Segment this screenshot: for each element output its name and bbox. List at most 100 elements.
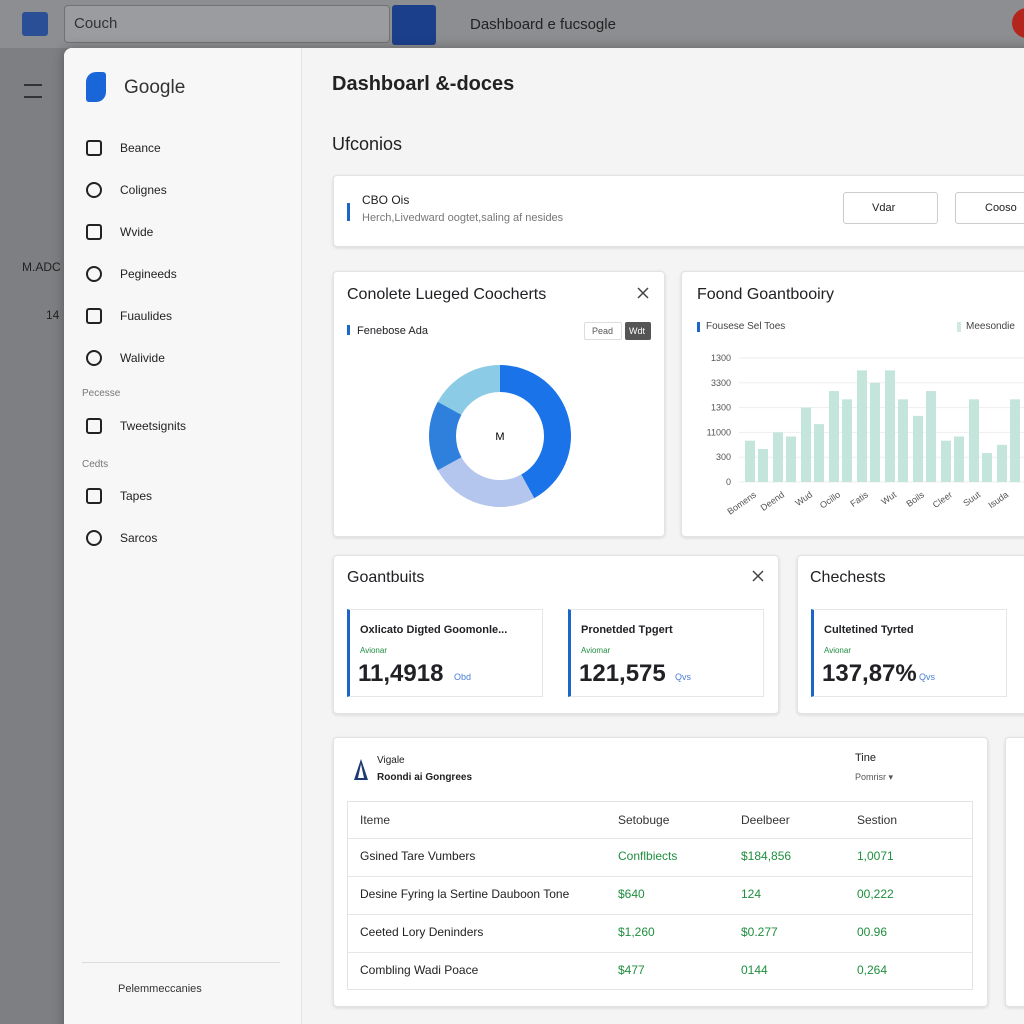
legend-marker [957, 322, 961, 332]
kpi-unit: Obd [454, 672, 471, 682]
y-tick-label: 1300 [711, 353, 731, 363]
bar [773, 432, 783, 482]
nav-icon [86, 224, 102, 240]
page-title: Dashboarl &-doces [332, 73, 514, 96]
brand-logo [86, 72, 106, 102]
row-divider [348, 914, 972, 915]
nav-heading: Cedts [82, 459, 108, 470]
kpi-sub: Aviomar [581, 646, 610, 655]
brand-name: Google [124, 77, 185, 99]
bar [842, 399, 852, 482]
bg-label: 14 [46, 308, 59, 322]
nav-item[interactable]: Walivide [120, 351, 165, 365]
table-cell: 1,0071 [857, 849, 894, 863]
legend-label: Fenebose Ada [357, 325, 428, 337]
kpi-unit: Qvs [919, 672, 935, 682]
card-title: Chechests [810, 569, 886, 587]
kpi-sub: Avionar [360, 646, 387, 655]
y-tick-label: 3300 [711, 378, 731, 388]
filter-title: CBO Ois [362, 193, 409, 207]
y-tick-label: 300 [716, 452, 731, 462]
button-label: Cooso [985, 202, 1017, 214]
table-caption: Vigale [377, 755, 405, 766]
nav-item[interactable]: Fuaulides [120, 309, 172, 323]
table-header: Setobuge [618, 813, 669, 827]
table-icon [352, 758, 370, 782]
donut-chart: M [420, 358, 580, 518]
page-subtitle: Ufconios [332, 134, 402, 155]
filter-description: Herch,Livedward oogtet,saling af nesides [362, 212, 563, 224]
table-cell: 0,264 [857, 963, 887, 977]
table-subtitle: Roondi ai Gongrees [377, 772, 472, 783]
table-header: Deelbeer [741, 813, 790, 827]
bg-label: M.ADC [22, 260, 61, 274]
nav-icon [86, 350, 102, 366]
x-tick-label: Ocillo [818, 489, 842, 510]
table-cell: 00,222 [857, 887, 894, 901]
table-card [1005, 737, 1024, 1007]
donut-segment [500, 365, 571, 498]
x-tick-label: Bomens [725, 489, 758, 516]
nav-icon [86, 182, 102, 198]
x-tick-label: Wut [879, 489, 898, 507]
nav-item[interactable]: Pegineeds [120, 267, 177, 281]
legend-marker [347, 325, 350, 335]
bar [829, 391, 839, 482]
row-divider [348, 952, 972, 953]
bar [870, 383, 880, 482]
close-button[interactable] [636, 286, 650, 300]
bar [814, 424, 824, 482]
table-cell: $184,856 [741, 849, 791, 863]
x-tick-label: Wud [793, 489, 814, 508]
kpi-value: 11,4918 [358, 660, 443, 688]
table-cell: Ceeted Lory Deninders [360, 925, 483, 939]
row-divider [348, 838, 972, 839]
close-button[interactable] [751, 569, 765, 583]
table-cell: $477 [618, 963, 645, 977]
search-button[interactable] [392, 5, 436, 45]
x-tick-label: Boils [904, 489, 926, 509]
y-tick-label: 11000 [707, 427, 731, 437]
kpi-label: Pronetded Tpgert [581, 624, 673, 636]
nav-item[interactable]: Sarcos [120, 531, 157, 545]
kpi-value: 121,575 [579, 660, 666, 688]
bar [941, 441, 951, 482]
nav-icon [86, 140, 102, 156]
bar [982, 453, 992, 482]
kpi-value: 137,87% [822, 660, 917, 688]
menu-icon[interactable] [24, 84, 42, 98]
sidebar-footer[interactable]: Pelemmeccanies [118, 983, 202, 995]
search-text: Couch [74, 15, 117, 32]
legend-label: Fousese Sel Toes [706, 321, 785, 332]
legend-label: Meesondie [966, 321, 1015, 332]
nav-item[interactable]: Tapes [120, 489, 152, 503]
button-label: Vdar [872, 202, 895, 214]
app-icon[interactable] [22, 12, 48, 36]
toggle-label: Pead [592, 326, 613, 336]
card-title: Conolete Lueged Coocherts [347, 286, 546, 304]
x-tick-label: Suut [961, 489, 982, 508]
toggle-label: Wdt [629, 326, 645, 336]
donut-center: M [495, 431, 504, 443]
table-filter[interactable]: Pomrisr ▾ [855, 772, 893, 783]
nav-item[interactable]: Beance [120, 141, 161, 155]
nav-item[interactable]: Wvide [120, 225, 153, 239]
nav-icon [86, 308, 102, 324]
table-cell: 124 [741, 887, 761, 901]
legend-marker [697, 322, 700, 332]
bar [1010, 399, 1020, 482]
table-cell: 0144 [741, 963, 768, 977]
table-cell: $1,260 [618, 925, 655, 939]
x-tick-label: Cleer [931, 489, 954, 510]
bar [786, 437, 796, 482]
nav-item[interactable]: Tweetsignits [120, 419, 186, 433]
nav-icon [86, 530, 102, 546]
table-cell: Conflbiects [618, 849, 677, 863]
kpi-sub: Avionar [824, 646, 851, 655]
nav-item[interactable]: Colignes [120, 183, 167, 197]
table-header: Sestion [857, 813, 897, 827]
nav-icon [86, 418, 102, 434]
table-cell: 00.96 [857, 925, 887, 939]
table-control[interactable]: Tine [855, 752, 876, 764]
